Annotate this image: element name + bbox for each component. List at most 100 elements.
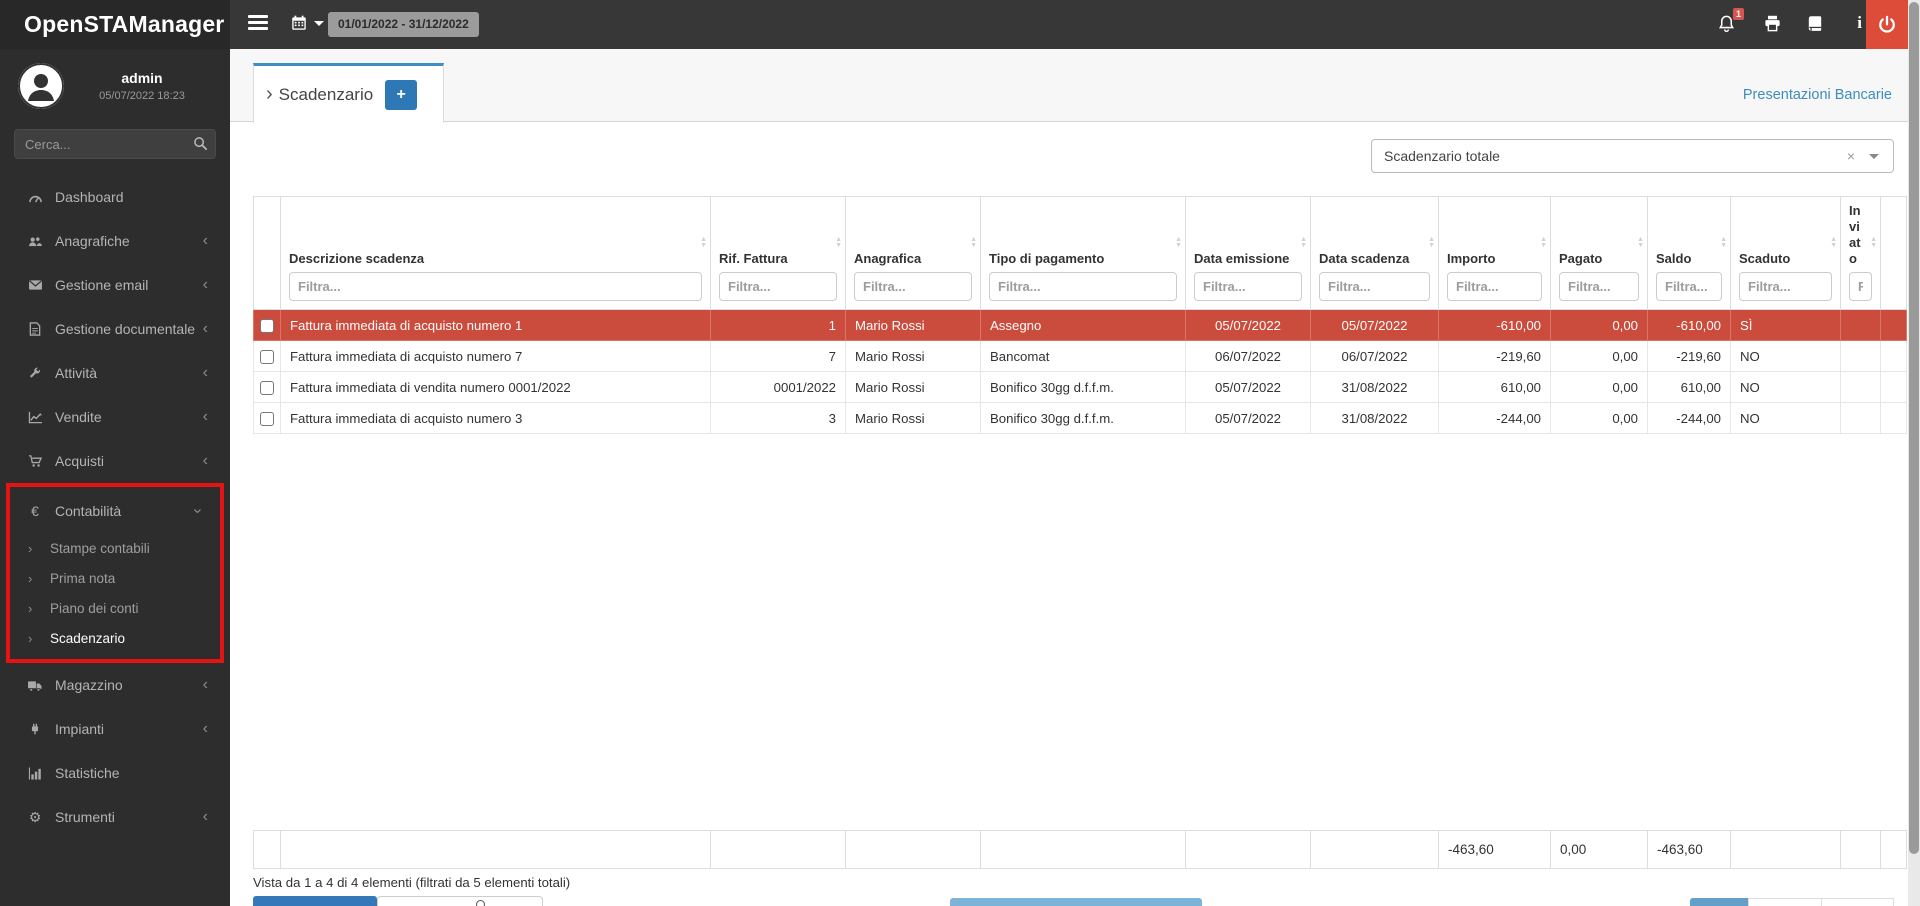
sidebar-subitem-scadenzario[interactable]: › Scadenzario — [28, 630, 126, 646]
sidebar-item-contabilita[interactable]: € Contabilità ‹ — [10, 489, 220, 533]
cell-scaduto: NO — [1730, 340, 1841, 372]
users-icon — [25, 235, 45, 248]
sort-icon[interactable]: ▲ ▼ — [1428, 236, 1435, 249]
pagination-next-buttons[interactable] — [1748, 898, 1894, 906]
sort-icon[interactable]: ▲ ▼ — [835, 236, 842, 249]
filter-input-descrizione[interactable] — [289, 272, 702, 301]
info-button[interactable]: i — [1857, 13, 1862, 33]
sort-icon[interactable]: ▲ ▼ — [1720, 236, 1727, 249]
row-checkbox[interactable] — [260, 411, 274, 426]
hamburger-icon[interactable] — [248, 15, 268, 33]
column-visibility-button[interactable] — [377, 896, 543, 906]
vertical-scrollbar[interactable] — [1908, 0, 1920, 906]
column-sort-importo[interactable]: Importo — [1447, 251, 1496, 266]
cell-scaduto: SÌ — [1730, 309, 1841, 341]
filter-input-pagato[interactable] — [1559, 272, 1639, 301]
cell-importo: 610,00 — [1438, 371, 1551, 403]
sidebar-subitem-piano-dei-conti[interactable]: › Piano dei conti — [28, 600, 139, 616]
sidebar-subitem-prima-nota[interactable]: › Prima nota — [28, 570, 116, 586]
sort-icon[interactable]: ▲ ▼ — [700, 236, 707, 249]
sort-icon[interactable]: ▲ ▼ — [1637, 236, 1644, 249]
presentazioni-bancarie-link[interactable]: Presentazioni Bancarie — [1742, 87, 1892, 103]
cell-scadenza: 31/08/2022 — [1310, 371, 1439, 403]
column-sort-scadenza[interactable]: Data scadenza — [1319, 251, 1410, 266]
row-checkbox[interactable] — [260, 349, 274, 364]
sidebar-item-statistiche[interactable]: Statistiche — [0, 751, 230, 795]
column-header-scadenza: Data scadenza ▲ ▼ — [1310, 196, 1439, 310]
column-sort-inviato[interactable]: Inviato — [1849, 203, 1861, 266]
search-input[interactable] — [14, 129, 216, 159]
sidebar-item-gestione-documentale[interactable]: Gestione documentale ‹ — [0, 307, 230, 351]
column-sort-pagato[interactable]: Pagato — [1559, 251, 1603, 266]
clear-icon[interactable]: × — [1846, 148, 1855, 164]
sort-icon[interactable]: ▲ ▼ — [1175, 236, 1182, 249]
period-picker[interactable] — [290, 14, 324, 32]
cell-emissione: 06/07/2022 — [1185, 340, 1311, 372]
column-sort-descrizione[interactable]: Descrizione scadenza — [289, 251, 425, 266]
filter-input-emissione[interactable] — [1194, 272, 1302, 301]
bulk-action-button[interactable] — [950, 898, 1202, 906]
cell-scaduto: NO — [1730, 371, 1841, 403]
scrollbar-thumb[interactable] — [1909, 2, 1919, 854]
cell-importo: -610,00 — [1438, 309, 1551, 341]
column-header-tipo: Tipo di pagamento ▲ ▼ — [980, 196, 1186, 310]
tab-scadenzario[interactable]: › Scadenzario + — [253, 63, 444, 123]
sort-icon[interactable]: ▲ ▼ — [1870, 236, 1877, 249]
sidebar-item-attivita[interactable]: Attività ‹ — [0, 351, 230, 395]
chevron-down-icon[interactable] — [1869, 153, 1879, 159]
cell-descrizione: Fattura immediata di acquisto numero 7 — [280, 340, 711, 372]
avatar[interactable] — [18, 63, 64, 109]
info-icon: i — [1857, 13, 1862, 32]
sidebar-subitem-stampe-contabili[interactable]: › Stampe contabili — [28, 540, 150, 556]
column-sort-saldo[interactable]: Saldo — [1656, 251, 1692, 266]
sidebar-item-magazzino[interactable]: Magazzino ‹ — [0, 663, 230, 707]
sidebar-item-anagrafiche[interactable]: Anagrafiche ‹ — [0, 219, 230, 263]
filter-input-scadenza[interactable] — [1319, 272, 1430, 301]
filter-input-scaduto[interactable] — [1739, 272, 1832, 301]
sidebar-item-impianti[interactable]: Impianti ‹ — [0, 707, 230, 751]
column-sort-scaduto[interactable]: Scaduto — [1739, 251, 1791, 266]
sidebar-item-strumenti[interactable]: ⚙ Strumenti ‹ — [0, 795, 230, 839]
chevron-left-icon: ‹ — [202, 276, 208, 293]
cell-inviato — [1840, 309, 1881, 341]
bell-icon — [1719, 15, 1734, 33]
sidebar-item-gestione-email[interactable]: Gestione email ‹ — [0, 263, 230, 307]
column-sort-tipo[interactable]: Tipo di pagamento — [989, 251, 1105, 266]
filter-input-importo[interactable] — [1447, 272, 1542, 301]
manual-button[interactable] — [1806, 14, 1824, 33]
row-checkbox[interactable] — [260, 318, 274, 333]
cell-anagrafica: Mario Rossi — [845, 402, 981, 434]
column-sort-anagrafica[interactable]: Anagrafica — [854, 251, 922, 266]
sort-icon[interactable]: ▲ ▼ — [1830, 236, 1837, 249]
sidebar-item-dashboard[interactable]: Dashboard — [0, 175, 230, 219]
cell-emissione: 05/07/2022 — [1185, 309, 1311, 341]
app-logo[interactable]: OpenSTAManager — [0, 0, 230, 49]
notifications-button[interactable]: 1 — [1717, 8, 1744, 34]
table-row[interactable]: Fattura immediata di vendita numero 0001… — [253, 371, 1907, 403]
column-sort-emissione[interactable]: Data emissione — [1194, 251, 1290, 266]
pagination-active-page[interactable] — [1690, 898, 1748, 906]
date-range-badge[interactable]: 01/01/2022 - 31/12/2022 — [328, 12, 479, 37]
sort-icon[interactable]: ▲ ▼ — [1540, 236, 1547, 249]
add-button[interactable]: + — [385, 79, 418, 110]
sort-icon[interactable]: ▲ ▼ — [970, 236, 977, 249]
logout-button[interactable] — [1866, 0, 1908, 49]
filter-input-rif[interactable] — [719, 272, 837, 301]
print-button[interactable] — [1763, 14, 1782, 33]
sidebar-item-acquisti[interactable]: Acquisti ‹ — [0, 439, 230, 483]
search-icon[interactable] — [193, 136, 208, 151]
view-select[interactable]: Scadenzario totale × — [1371, 139, 1894, 173]
sort-icon[interactable]: ▲ ▼ — [1300, 236, 1307, 249]
filter-input-inviato[interactable] — [1849, 272, 1872, 301]
column-sort-rif[interactable]: Rif. Fattura — [719, 251, 788, 266]
sidebar-item-vendite[interactable]: Vendite ‹ — [0, 395, 230, 439]
export-button[interactable] — [253, 896, 377, 906]
filter-input-saldo[interactable] — [1656, 272, 1722, 301]
row-checkbox[interactable] — [260, 380, 274, 395]
printer-icon — [1765, 15, 1780, 32]
filter-input-anagrafica[interactable] — [854, 272, 972, 301]
filter-input-tipo[interactable] — [989, 272, 1177, 301]
